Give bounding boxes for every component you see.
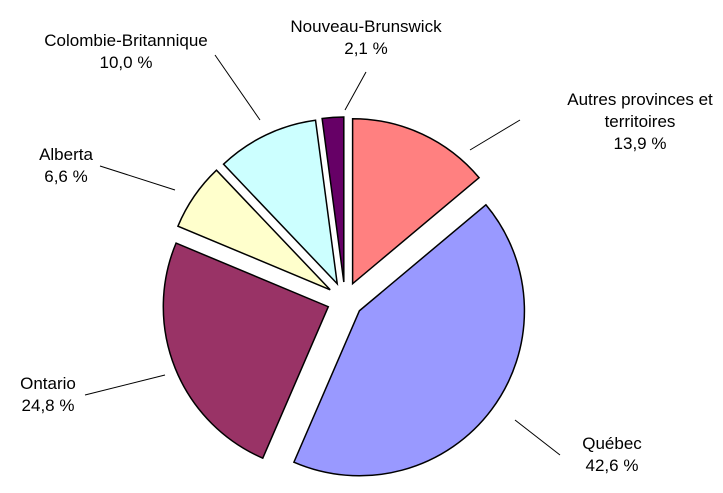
- pie-slice: [176, 169, 331, 291]
- leader-line: [84, 374, 166, 396]
- pie-slice: [162, 242, 330, 460]
- leader-line: [469, 119, 521, 151]
- pie-slice: [351, 117, 481, 286]
- leader-line: [99, 165, 176, 191]
- value-label: 24,8 %: [21, 396, 75, 415]
- leader-line: [214, 54, 261, 121]
- slice-label: Colombie-Britannique 10,0 %: [44, 30, 207, 74]
- slice-label: Nouveau-Brunswick 2,1 %: [290, 16, 441, 60]
- value-label: 42,6 %: [585, 456, 639, 475]
- value-label: 10,0 %: [99, 53, 153, 72]
- slice-label: Ontario 24,8 %: [20, 373, 76, 417]
- slice-label: Autres provinces et territoires 13,9 %: [555, 89, 723, 155]
- category-label: Autres provinces et territoires: [567, 90, 713, 131]
- category-label: Alberta: [39, 145, 93, 164]
- pie-slice: [321, 116, 345, 283]
- leader-line: [344, 71, 367, 111]
- slice-label: Québec 42,6 %: [582, 433, 642, 477]
- value-label: 6,6 %: [44, 167, 88, 186]
- value-label: 13,9 %: [613, 134, 667, 153]
- slice-label: Alberta 6,6 %: [39, 144, 93, 188]
- category-label: Québec: [582, 434, 642, 453]
- category-label: Colombie-Britannique: [44, 31, 208, 50]
- category-label: Ontario: [20, 374, 76, 393]
- leader-line: [514, 419, 561, 456]
- category-label: Nouveau-Brunswick: [290, 17, 442, 36]
- value-label: 2,1 %: [344, 39, 388, 58]
- pie-slice: [222, 119, 339, 286]
- pie-slice: [292, 203, 526, 477]
